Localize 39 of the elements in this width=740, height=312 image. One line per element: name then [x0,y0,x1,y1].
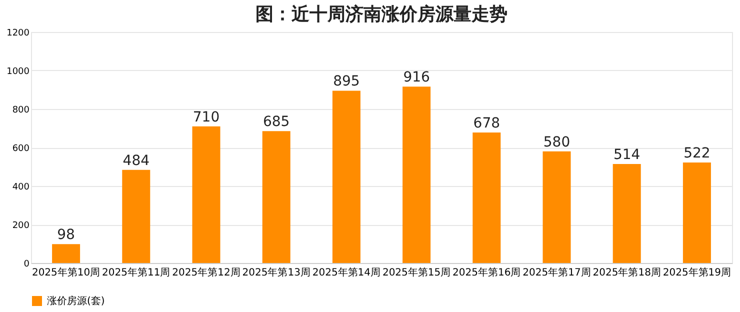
x-tick-label: 2025年第18周 [592,266,661,278]
x-tick-label: 2025年第10周 [32,266,100,278]
y-tick-label: 600 [12,144,30,154]
bar [122,170,150,263]
bar [682,162,711,263]
bar [52,244,80,263]
x-tick-label: 2025年第13周 [242,266,310,278]
data-label: 678 [473,115,500,132]
x-tick-label: 2025年第17周 [522,266,591,278]
bar [612,164,641,263]
legend-label: 涨价房源(套) [47,295,105,307]
data-label: 98 [57,227,75,244]
y-tick-label: 0 [24,260,30,270]
bar [402,86,431,263]
x-tick-label: 2025年第16周 [452,266,521,278]
data-label: 514 [613,147,640,164]
bar [472,132,501,263]
bar [332,90,360,263]
bar [192,126,220,263]
x-tick-label: 2025年第14周 [312,266,381,278]
data-label: 895 [333,74,360,90]
data-label: 916 [403,70,430,86]
data-label: 484 [122,152,150,169]
x-tick-label: 2025年第11周 [102,266,170,278]
x-tick-label: 2025年第19周 [662,266,732,278]
y-tick-label: 800 [12,106,30,116]
y-tick-label: 200 [12,221,30,231]
data-label: 685 [262,114,290,130]
x-tick-label: 2025年第12周 [172,266,240,278]
y-tick-label: 1000 [6,67,30,77]
chart-title: 图：近十周济南涨价房源量走势 [256,4,508,25]
data-label: 580 [543,134,570,150]
y-tick-label: 1200 [6,28,30,38]
bar [542,151,571,263]
data-label: 710 [192,109,220,126]
y-tick-label: 400 [12,182,30,192]
x-tick-label: 2025年第15周 [382,266,451,278]
data-label: 522 [684,146,710,162]
bar [262,131,290,263]
